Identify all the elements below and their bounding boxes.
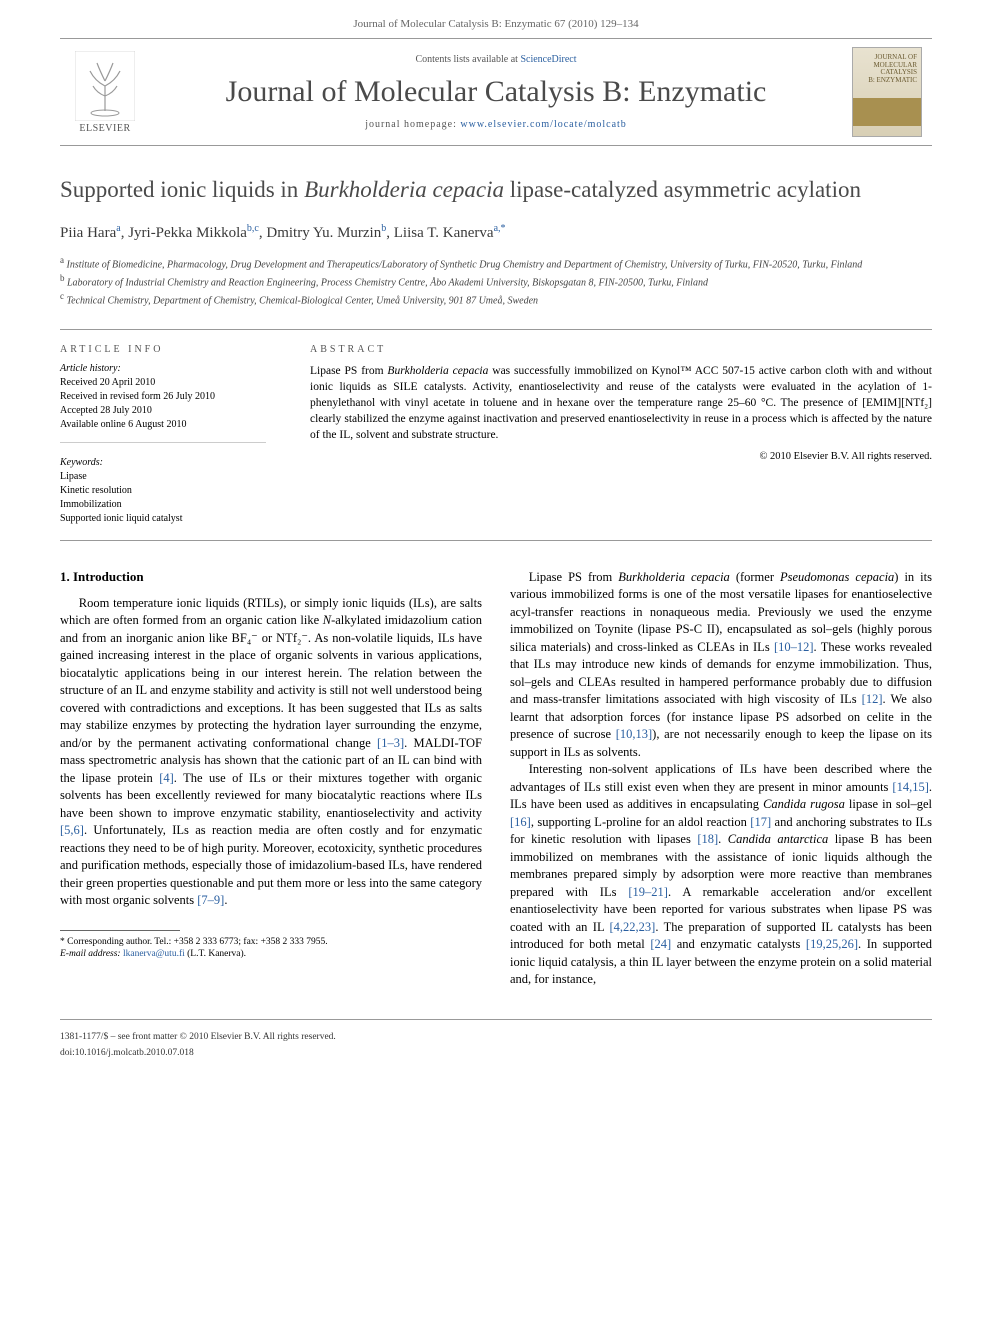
cover-line-1: JOURNAL OF MOLECULAR (853, 54, 917, 69)
article: Supported ionic liquids in Burkholderia … (60, 176, 932, 989)
history-1: Received in revised form 26 July 2010 (60, 390, 266, 404)
article-info: ARTICLE INFO Article history: Received 2… (60, 344, 290, 526)
contents-line: Contents lists available at ScienceDirec… (150, 54, 842, 65)
keyword-2: Immobilization (60, 498, 266, 512)
ref-16[interactable]: [16] (510, 815, 531, 829)
email-line: E-mail address: lkanerva@utu.fi (L.T. Ka… (60, 949, 482, 959)
corresponding-author: * Corresponding author. Tel.: +358 2 333… (60, 937, 482, 947)
email-link[interactable]: lkanerva@utu.fi (123, 949, 185, 959)
contents-prefix: Contents lists available at (415, 54, 520, 65)
publisher-block: ELSEVIER (60, 51, 150, 134)
ref-5-6[interactable]: [5,6] (60, 823, 84, 837)
keyword-1: Kinetic resolution (60, 484, 266, 498)
abstract-text: Lipase PS from Burkholderia cepacia was … (310, 363, 932, 443)
affiliation-a: a Institute of Biomedicine, Pharmacology… (60, 254, 932, 272)
journal-name: Journal of Molecular Catalysis B: Enzyma… (150, 75, 842, 109)
column-right: Lipase PS from Burkholderia cepacia (for… (510, 569, 932, 989)
title-post: lipase-catalyzed asymmetric acylation (504, 177, 861, 202)
citation-text: Journal of Molecular Catalysis B: Enzyma… (353, 18, 638, 30)
ref-10-13[interactable]: [10,13] (616, 727, 652, 741)
history-2: Accepted 28 July 2010 (60, 404, 266, 418)
article-info-head: ARTICLE INFO (60, 344, 266, 355)
ref-7-9[interactable]: [7–9] (197, 893, 224, 907)
doi-line: doi:10.1016/j.molcatb.2010.07.018 (60, 1048, 932, 1058)
journal-cover-block: JOURNAL OF MOLECULAR CATALYSIS B: ENZYMA… (842, 47, 932, 137)
elsevier-tree-icon (75, 51, 135, 121)
homepage-prefix: journal homepage: (365, 119, 460, 130)
section-1-head: 1. Introduction (60, 569, 482, 585)
masthead-center: Contents lists available at ScienceDirec… (150, 54, 842, 130)
ref-10-12[interactable]: [10–12] (774, 640, 814, 654)
ref-12[interactable]: [12] (862, 692, 883, 706)
ref-1-3[interactable]: [1–3] (377, 736, 404, 750)
history-block: Article history: Received 20 April 2010 … (60, 363, 266, 443)
abstract: ABSTRACT Lipase PS from Burkholderia cep… (290, 344, 932, 526)
ref-14-15[interactable]: [14,15] (892, 780, 928, 794)
publisher-label: ELSEVIER (79, 123, 130, 134)
info-abstract-row: ARTICLE INFO Article history: Received 2… (60, 329, 932, 541)
history-3: Available online 6 August 2010 (60, 418, 266, 432)
footnote-rule (60, 930, 180, 931)
keywords-block: Keywords: Lipase Kinetic resolution Immo… (60, 457, 266, 526)
homepage-line: journal homepage: www.elsevier.com/locat… (150, 119, 842, 130)
affiliation-c: c Technical Chemistry, Department of Che… (60, 290, 932, 308)
abstract-copyright: © 2010 Elsevier B.V. All rights reserved… (310, 451, 932, 462)
history-head: Article history: (60, 363, 266, 374)
ref-24[interactable]: [24] (650, 937, 671, 951)
author-1: Jyri-Pekka Mikkolab,c (128, 225, 259, 241)
ref-19-21[interactable]: [19–21] (628, 885, 668, 899)
author-list: Piia Haraa, Jyri-Pekka Mikkolab,c, Dmitr… (60, 223, 932, 242)
abstract-head: ABSTRACT (310, 344, 932, 355)
title-pre: Supported ionic liquids in (60, 177, 304, 202)
column-left: 1. Introduction Room temperature ionic l… (60, 569, 482, 989)
keywords-head: Keywords: (60, 457, 266, 468)
ref-19-25-26[interactable]: [19,25,26] (806, 937, 858, 951)
history-0: Received 20 April 2010 (60, 376, 266, 390)
intro-para-2: Lipase PS from Burkholderia cepacia (for… (510, 569, 932, 762)
author-2: Dmitry Yu. Murzinb (266, 225, 386, 241)
sciencedirect-link[interactable]: ScienceDirect (520, 54, 576, 65)
journal-cover-icon: JOURNAL OF MOLECULAR CATALYSIS B: ENZYMA… (852, 47, 922, 137)
ref-17[interactable]: [17] (750, 815, 771, 829)
homepage-link[interactable]: www.elsevier.com/locate/molcatb (460, 119, 626, 130)
affiliation-b: b Laboratory of Industrial Chemistry and… (60, 272, 932, 290)
body-columns: 1. Introduction Room temperature ionic l… (60, 569, 932, 989)
masthead: ELSEVIER Contents lists available at Sci… (60, 38, 932, 146)
ref-18[interactable]: [18] (697, 832, 718, 846)
keyword-3: Supported ionic liquid catalyst (60, 512, 266, 526)
ref-4[interactable]: [4] (159, 771, 174, 785)
affiliation-list: a Institute of Biomedicine, Pharmacology… (60, 254, 932, 309)
author-3: Liisa T. Kanervaa,* (394, 225, 506, 241)
intro-para-3: Interesting non-solvent applications of … (510, 761, 932, 989)
page-footer: 1381-1177/$ – see front matter © 2010 El… (60, 1019, 932, 1058)
keyword-0: Lipase (60, 470, 266, 484)
ref-4-22-23[interactable]: [4,22,23] (610, 920, 656, 934)
article-title: Supported ionic liquids in Burkholderia … (60, 176, 932, 205)
intro-para-1: Room temperature ionic liquids (RTILs), … (60, 595, 482, 910)
cover-line-3: B: ENZYMATIC (853, 77, 917, 85)
title-species: Burkholderia cepacia (304, 177, 504, 202)
running-header: Journal of Molecular Catalysis B: Enzyma… (0, 0, 992, 38)
issn-line: 1381-1177/$ – see front matter © 2010 El… (60, 1032, 932, 1042)
author-0: Piia Haraa (60, 225, 121, 241)
